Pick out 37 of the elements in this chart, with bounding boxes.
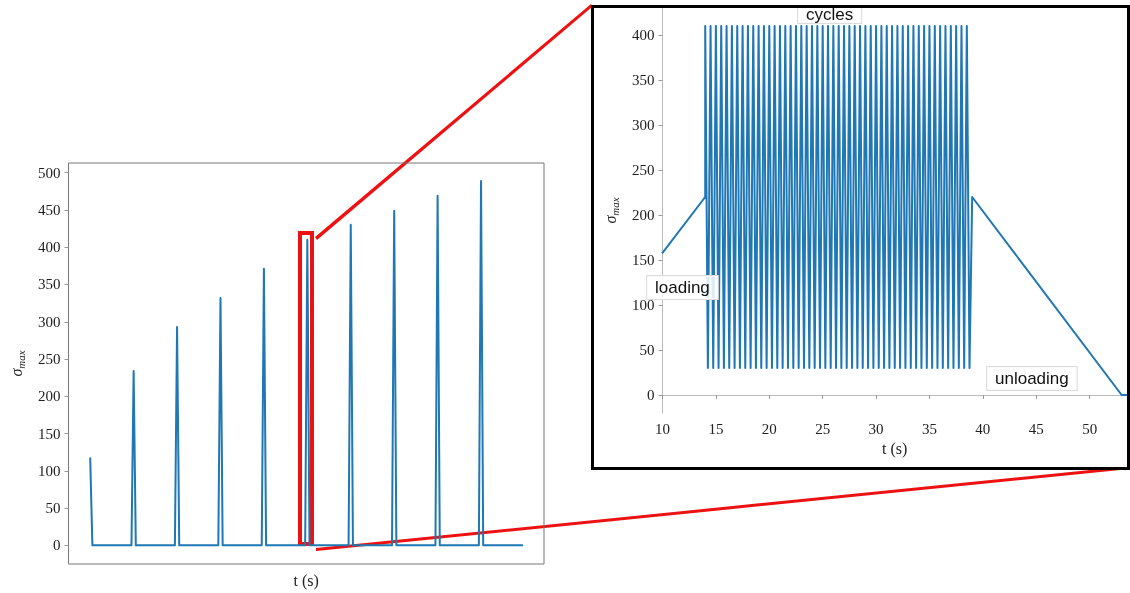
y-tick-label: 100 — [38, 462, 61, 479]
x-tick-label: 25 — [815, 420, 831, 437]
y-tick-label: 500 — [38, 164, 61, 181]
y-tick-label: 350 — [632, 72, 655, 88]
x-tick-label: 35 — [921, 420, 937, 437]
annotation: cycles — [806, 5, 854, 24]
x-tick-label: 10 — [655, 420, 670, 437]
y-tick-label: 200 — [38, 388, 61, 405]
y-tick-label: 250 — [38, 351, 61, 368]
y-tick-label: 50 — [45, 500, 61, 517]
y-tick-label: 300 — [632, 117, 655, 133]
x-axis-title: t (s) — [882, 440, 908, 459]
y-tick-label: 0 — [647, 387, 655, 403]
y-tick-label: 350 — [38, 276, 61, 293]
annotation: unloading — [995, 369, 1069, 388]
y-tick-label: 200 — [632, 207, 655, 223]
y-tick-label: 400 — [632, 27, 655, 43]
y-tick-label: 100 — [632, 297, 655, 313]
y-axis-title: σmax — [7, 350, 27, 377]
x-tick-label: 50 — [1082, 420, 1098, 437]
y-tick-label: 450 — [38, 201, 61, 218]
y-tick-label: 250 — [632, 162, 655, 178]
x-tick-label: 30 — [868, 420, 884, 437]
y-tick-label: 150 — [38, 425, 61, 442]
x-tick-label: 40 — [975, 420, 991, 437]
x-tick-label: 15 — [708, 420, 724, 437]
y-tick-label: 400 — [38, 239, 61, 256]
y-tick-label: 300 — [38, 313, 61, 330]
x-tick-label: 20 — [761, 420, 777, 437]
y-axis-title: σmax — [601, 197, 621, 224]
x-tick-label: 45 — [1028, 420, 1044, 437]
line-series — [89, 179, 524, 547]
y-tick-label: 50 — [639, 342, 655, 358]
x-axis-title: t (s) — [293, 571, 319, 590]
y-tick-label: 150 — [632, 252, 655, 268]
annotation: loading — [655, 278, 710, 297]
y-tick-label: 0 — [53, 537, 61, 554]
